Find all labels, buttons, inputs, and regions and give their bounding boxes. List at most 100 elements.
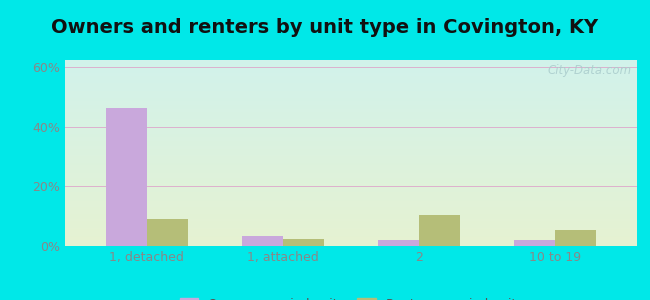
Bar xyxy=(65,69,637,70)
Bar xyxy=(65,185,637,186)
Bar xyxy=(65,227,637,228)
Bar xyxy=(65,98,637,99)
Bar xyxy=(65,138,637,139)
Bar xyxy=(65,188,637,189)
Bar xyxy=(65,191,637,192)
Bar xyxy=(65,104,637,105)
Bar xyxy=(65,161,637,162)
Bar xyxy=(65,129,637,130)
Bar xyxy=(65,222,637,223)
Bar xyxy=(65,91,637,92)
Bar xyxy=(65,99,637,100)
Bar xyxy=(65,100,637,101)
Bar xyxy=(65,111,637,112)
Bar xyxy=(65,159,637,160)
Bar xyxy=(65,198,637,199)
Bar xyxy=(65,136,637,137)
Bar xyxy=(65,192,637,193)
Bar xyxy=(65,141,637,142)
Bar xyxy=(65,84,637,85)
Bar xyxy=(65,117,637,118)
Bar xyxy=(65,205,637,206)
Bar xyxy=(555,230,596,246)
Bar xyxy=(65,60,637,61)
Bar xyxy=(65,112,637,113)
Bar xyxy=(65,89,637,90)
Bar xyxy=(65,90,637,91)
Bar xyxy=(65,105,637,106)
Bar xyxy=(65,97,637,98)
Bar xyxy=(65,232,637,233)
Bar xyxy=(65,107,637,108)
Bar xyxy=(65,78,637,79)
Bar xyxy=(65,162,637,163)
Bar xyxy=(65,220,637,221)
Bar xyxy=(65,217,637,218)
Bar xyxy=(65,215,637,216)
Bar xyxy=(65,230,637,231)
Bar xyxy=(65,184,637,185)
Bar xyxy=(65,219,637,220)
Bar xyxy=(65,80,637,81)
Bar xyxy=(65,114,637,115)
Bar xyxy=(65,61,637,62)
Bar xyxy=(65,118,637,119)
Bar xyxy=(65,67,637,68)
Bar xyxy=(65,178,637,179)
Bar xyxy=(65,163,637,164)
Bar xyxy=(65,235,637,236)
Bar xyxy=(65,245,637,246)
Bar xyxy=(65,93,637,94)
Bar xyxy=(65,145,637,146)
Bar xyxy=(65,154,637,155)
Bar xyxy=(65,231,637,232)
Bar xyxy=(65,199,637,200)
Bar xyxy=(65,133,637,134)
Bar xyxy=(65,128,637,129)
Bar xyxy=(65,96,637,97)
Bar xyxy=(65,83,637,84)
Bar xyxy=(65,152,637,153)
Bar xyxy=(65,75,637,76)
Bar xyxy=(65,207,637,208)
Bar xyxy=(65,113,637,114)
Bar xyxy=(65,183,637,184)
Bar xyxy=(65,153,637,154)
Bar xyxy=(65,126,637,127)
Bar xyxy=(65,85,637,86)
Bar xyxy=(65,244,637,245)
Bar xyxy=(65,101,637,102)
Bar xyxy=(65,223,637,224)
Bar xyxy=(65,73,637,74)
Bar xyxy=(65,108,637,109)
Bar xyxy=(65,155,637,156)
Bar xyxy=(65,87,637,88)
Bar xyxy=(65,70,637,71)
Bar xyxy=(65,186,637,187)
Bar xyxy=(65,173,637,174)
Bar xyxy=(65,216,637,217)
Bar xyxy=(65,228,637,229)
Bar xyxy=(65,209,637,210)
Bar xyxy=(65,119,637,120)
Bar xyxy=(65,79,637,80)
Bar xyxy=(65,180,637,181)
Bar xyxy=(65,236,637,237)
Bar xyxy=(65,63,637,64)
Bar xyxy=(65,123,637,124)
Text: City-Data.com: City-Data.com xyxy=(547,64,631,77)
Bar xyxy=(65,187,637,188)
Bar xyxy=(65,72,637,73)
Bar xyxy=(65,95,637,96)
Bar xyxy=(65,92,637,93)
Bar xyxy=(65,190,637,191)
Bar xyxy=(65,168,637,169)
Bar xyxy=(65,121,637,122)
Bar xyxy=(65,135,637,136)
Bar xyxy=(65,144,637,145)
Bar xyxy=(65,164,637,165)
Bar xyxy=(65,156,637,157)
Bar xyxy=(65,208,637,209)
Bar xyxy=(65,137,637,138)
Bar xyxy=(65,202,637,203)
